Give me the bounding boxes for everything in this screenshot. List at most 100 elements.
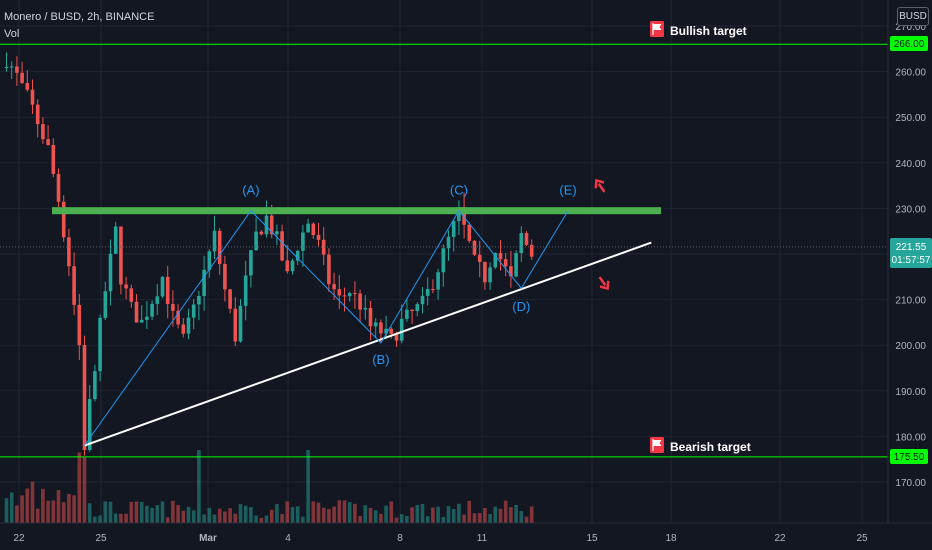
candle-body bbox=[165, 276, 170, 305]
candle-body bbox=[207, 251, 212, 270]
bullish-target-flag[interactable]: Bullish target bbox=[650, 21, 747, 38]
volume-bar bbox=[389, 501, 394, 523]
volume-bar bbox=[139, 501, 144, 523]
elliott-wave-path bbox=[84, 209, 569, 446]
volume-bar bbox=[446, 506, 451, 523]
volume-bar bbox=[332, 506, 336, 523]
candle-body bbox=[155, 296, 160, 304]
candle-body bbox=[483, 261, 487, 283]
volume-bar bbox=[280, 513, 284, 523]
candle-body bbox=[249, 250, 253, 276]
volume-bar bbox=[35, 508, 40, 523]
candle-body bbox=[61, 201, 66, 238]
volume-bar bbox=[129, 501, 134, 523]
candle-body bbox=[87, 399, 92, 451]
volume-bar bbox=[150, 507, 154, 523]
volume-bar bbox=[503, 500, 508, 523]
candle-body bbox=[134, 301, 139, 323]
volume-bar bbox=[238, 504, 243, 523]
volume-bar bbox=[384, 505, 388, 523]
candle-body bbox=[405, 309, 409, 319]
currency-badge[interactable]: BUSD bbox=[897, 7, 929, 26]
candle-body bbox=[67, 237, 71, 267]
ascending-support-line bbox=[84, 241, 652, 447]
price-tick-label: 240.00 bbox=[895, 159, 926, 170]
volume-legend[interactable]: Vol bbox=[4, 28, 20, 40]
candle-body bbox=[316, 235, 321, 240]
candle-body bbox=[176, 310, 180, 325]
time-axis-ticks: 22 25 Mar 4 8 11 15 18 22 25 bbox=[13, 533, 868, 544]
candle-body bbox=[503, 259, 508, 267]
volume-bar bbox=[358, 516, 362, 523]
candle-body bbox=[436, 272, 440, 290]
candle-body bbox=[41, 124, 45, 140]
time-tick-label: 22 bbox=[13, 533, 25, 544]
candle-body bbox=[254, 231, 258, 251]
volume-bar bbox=[4, 498, 9, 523]
candle-body bbox=[20, 72, 24, 84]
candle-body bbox=[217, 230, 222, 265]
candle-body bbox=[15, 66, 19, 73]
candle-body bbox=[82, 345, 87, 451]
candle-body bbox=[119, 226, 123, 285]
time-tick-label: 25 bbox=[95, 533, 107, 544]
time-axis[interactable]: 22 25 Mar 4 8 11 15 18 22 25 bbox=[0, 522, 932, 550]
candle-body bbox=[124, 284, 128, 289]
candle-body bbox=[46, 139, 50, 145]
volume-bar bbox=[529, 506, 534, 523]
volume-bar bbox=[228, 508, 232, 523]
candle-body bbox=[399, 318, 404, 341]
volume-bar bbox=[165, 517, 170, 523]
candle-body bbox=[488, 267, 492, 283]
candle-body bbox=[493, 252, 498, 268]
bearish-target-flag[interactable]: Bearish target bbox=[650, 437, 751, 454]
candle-body bbox=[358, 293, 362, 310]
volume-bar bbox=[15, 505, 19, 523]
volume-bar bbox=[41, 488, 45, 523]
volume-bar bbox=[337, 500, 342, 523]
volume-bar bbox=[457, 503, 461, 523]
volume-bar bbox=[197, 450, 201, 523]
volume-bar bbox=[51, 500, 56, 523]
symbol-title[interactable]: Monero / BUSD, 2h, BINANCE bbox=[4, 11, 154, 23]
volume-bar bbox=[181, 510, 186, 523]
candle-body bbox=[103, 291, 108, 318]
volume-bar bbox=[264, 515, 269, 523]
volume-bar bbox=[519, 511, 524, 523]
wave-label: (C) bbox=[450, 183, 468, 198]
price-tick-label: 210.00 bbox=[895, 296, 926, 307]
time-tick-label: 15 bbox=[586, 533, 598, 544]
resistance-band bbox=[52, 207, 661, 215]
candle-body bbox=[197, 295, 201, 305]
volume-bar bbox=[410, 507, 414, 523]
exchange: BINANCE bbox=[105, 11, 155, 23]
candle-body bbox=[30, 89, 35, 105]
candle-body bbox=[306, 223, 310, 233]
candle-body bbox=[275, 231, 279, 235]
volume-bar bbox=[207, 507, 212, 523]
volume-bar bbox=[306, 450, 310, 523]
candle-body bbox=[394, 333, 399, 341]
volume-bar bbox=[524, 516, 529, 523]
candle-body bbox=[514, 253, 518, 277]
candle-body bbox=[451, 221, 456, 237]
time-tick-label: 8 bbox=[397, 533, 403, 544]
bearish-target-label: Bearish target bbox=[670, 440, 751, 454]
candle-body bbox=[77, 304, 82, 346]
volume-bar bbox=[72, 495, 76, 523]
price-tick-label: 190.00 bbox=[895, 387, 926, 398]
time-tick-label: 11 bbox=[477, 533, 488, 544]
candle-body bbox=[186, 317, 191, 334]
price-tick-label: 260.00 bbox=[895, 68, 926, 79]
volume-bar bbox=[373, 510, 378, 523]
volume-bar bbox=[46, 500, 50, 523]
price-tick-label: 180.00 bbox=[895, 432, 926, 443]
candle-body bbox=[129, 288, 134, 302]
candle-body bbox=[384, 328, 388, 334]
candle-body bbox=[467, 224, 472, 241]
volume-bar bbox=[259, 517, 264, 523]
candle-body bbox=[171, 304, 175, 311]
candle-body bbox=[223, 264, 227, 290]
volume-bar bbox=[472, 513, 477, 523]
